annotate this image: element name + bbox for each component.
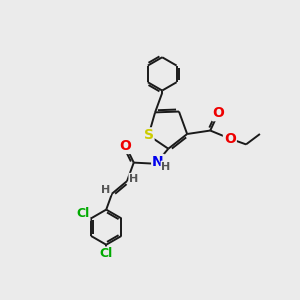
Text: Cl: Cl [100, 248, 113, 260]
Text: O: O [212, 106, 224, 120]
Text: Cl: Cl [76, 207, 89, 220]
Text: H: H [161, 161, 171, 172]
Text: H: H [129, 174, 139, 184]
Text: N: N [152, 155, 164, 169]
Text: O: O [120, 139, 132, 153]
Text: S: S [143, 128, 154, 142]
Text: H: H [101, 184, 110, 194]
Text: O: O [224, 132, 236, 145]
